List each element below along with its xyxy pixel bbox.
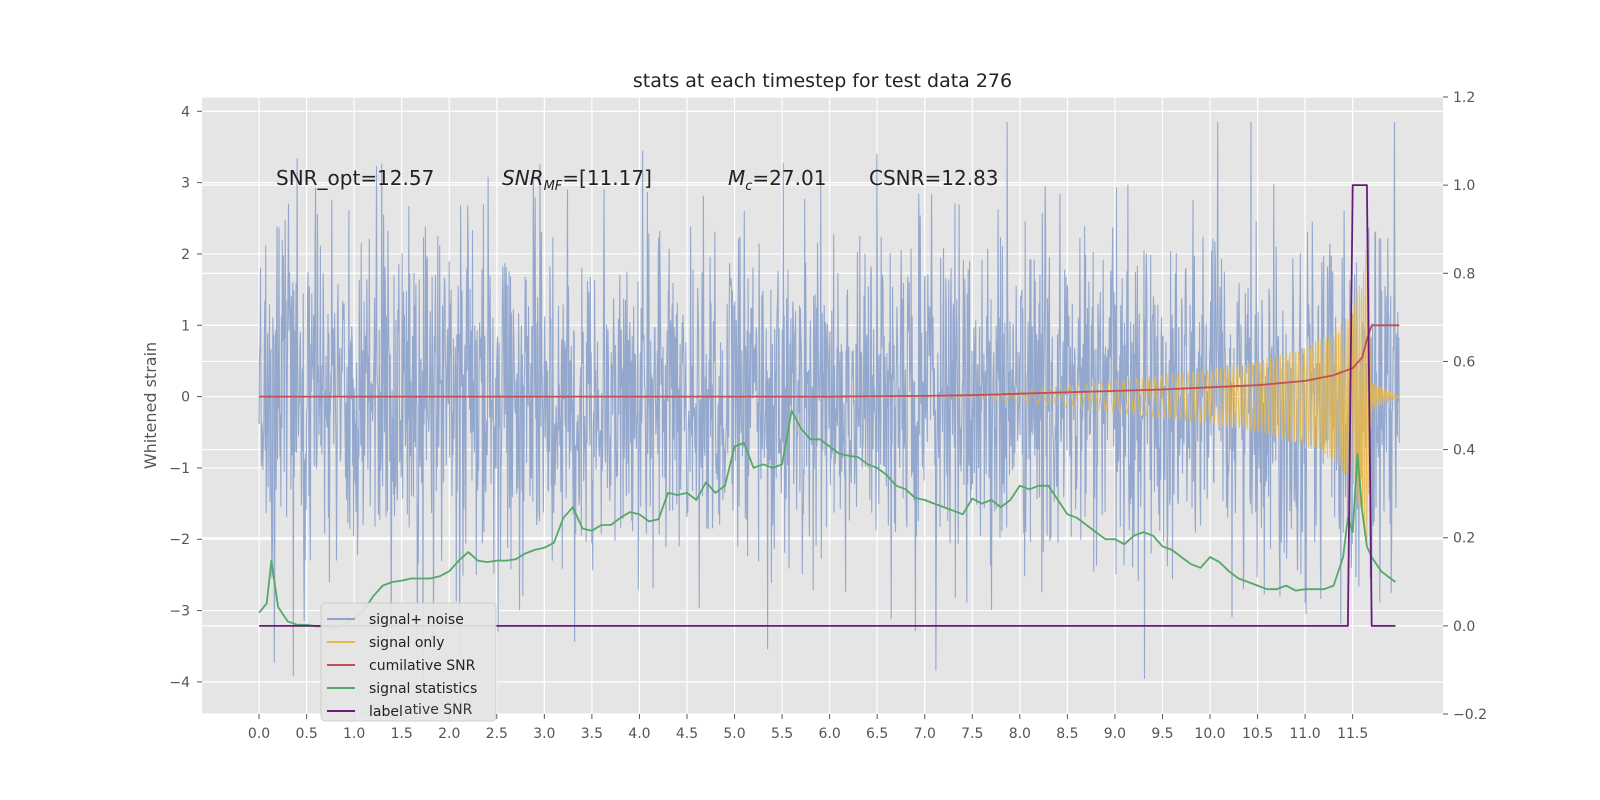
y-axis-left: −4 −3 −2 −1 0 1 2 3 4 bbox=[169, 104, 202, 691]
annotation-csnr: CSNR=12.83 bbox=[869, 166, 999, 190]
x-tick-label: 8.5 bbox=[1056, 726, 1078, 742]
annotation-snr-mf: SNRMF=[11.17] bbox=[502, 166, 652, 194]
y2-tick-label: 1.0 bbox=[1453, 178, 1475, 194]
y2-tick-label: 0.6 bbox=[1453, 354, 1475, 370]
x-tick-label: 7.5 bbox=[961, 726, 983, 742]
y-tick-label: 4 bbox=[181, 104, 190, 120]
y-tick-label: 0 bbox=[181, 390, 190, 406]
y2-tick-label: 0.0 bbox=[1453, 619, 1475, 635]
legend-entry-signal-noise: signal+ noise bbox=[327, 612, 464, 628]
x-tick-label: 8.0 bbox=[1009, 726, 1031, 742]
x-tick-label: 6.0 bbox=[818, 726, 840, 742]
legend-label: signal only bbox=[369, 635, 444, 651]
y-tick-label: −2 bbox=[169, 532, 190, 548]
line-series bbox=[258, 184, 1400, 630]
x-tick-label: 1.5 bbox=[391, 726, 413, 742]
x-tick-label: 11.0 bbox=[1290, 726, 1321, 742]
legend-label-mask bbox=[361, 699, 405, 717]
chart-title: stats at each timestep for test data 276 bbox=[633, 70, 1012, 92]
x-tick-label: 1.0 bbox=[343, 726, 365, 742]
x-tick-label: 10.5 bbox=[1242, 726, 1273, 742]
y-tick-label: 2 bbox=[181, 247, 190, 263]
x-tick-label: 0.0 bbox=[248, 726, 270, 742]
x-tick-label: 5.5 bbox=[771, 726, 793, 742]
cumulative-snr-line bbox=[259, 324, 1400, 398]
x-tick-label: 0.5 bbox=[295, 726, 317, 742]
x-axis: 0.0 0.5 1.0 1.5 2.0 2.5 3.0 3.5 4.0 4.5 5.0 5.5 6.0 6… bbox=[248, 714, 1368, 742]
signal-statistics-line bbox=[258, 409, 1397, 630]
label-line bbox=[259, 184, 1396, 627]
x-tick-label: 4.0 bbox=[628, 726, 650, 742]
y-tick-label: −1 bbox=[169, 461, 190, 477]
y2-tick-label: 0.8 bbox=[1453, 266, 1475, 282]
legend-entry-label: label bbox=[327, 699, 405, 720]
x-tick-label: 2.5 bbox=[486, 726, 508, 742]
plot-series bbox=[258, 121, 1400, 682]
x-tick-label: 9.0 bbox=[1104, 726, 1126, 742]
legend-label: label bbox=[369, 704, 403, 720]
y2-tick-label: 1.2 bbox=[1453, 90, 1475, 106]
x-tick-label: 3.0 bbox=[533, 726, 555, 742]
y-tick-label: 1 bbox=[181, 318, 190, 334]
legend-entry-signal-statistics: signal statistics bbox=[327, 681, 477, 697]
y2-tick-label: 0.4 bbox=[1453, 443, 1475, 459]
y-tick-label: 3 bbox=[181, 176, 190, 192]
x-tick-label: 9.5 bbox=[1151, 726, 1173, 742]
x-tick-label: 5.0 bbox=[723, 726, 745, 742]
annotation-snr-opt: SNR_opt=12.57 bbox=[276, 166, 434, 190]
annotations: SNR_opt=12.57 SNRMF=[11.17] Mc=27.01 CSNR=1… bbox=[276, 166, 999, 194]
y-axis-label: Whitened strain bbox=[141, 342, 160, 469]
x-tick-label: 2.0 bbox=[438, 726, 460, 742]
x-tick-label: 6.5 bbox=[866, 726, 888, 742]
legend-entry-cumulative-snr: cumilative SNR bbox=[327, 658, 476, 674]
annotation-mc: Mc=27.01 bbox=[728, 166, 826, 194]
y-tick-label: −3 bbox=[169, 604, 190, 620]
x-tick-label: 10.0 bbox=[1194, 726, 1225, 742]
legend-label: signal statistics bbox=[369, 681, 477, 697]
x-tick-label: 7.0 bbox=[914, 726, 936, 742]
x-tick-label: 11.5 bbox=[1337, 726, 1368, 742]
y2-tick-label: −0.2 bbox=[1453, 707, 1487, 723]
x-tick-label: 3.5 bbox=[581, 726, 603, 742]
x-tick-label: 4.5 bbox=[676, 726, 698, 742]
y-tick-label: −4 bbox=[169, 675, 190, 691]
y2-tick-label: 0.2 bbox=[1453, 531, 1475, 547]
legend-label: cumilative SNR bbox=[369, 658, 476, 674]
legend-box bbox=[320, 602, 497, 722]
y-axis-right: −0.2 0.0 0.2 0.4 0.6 0.8 1.0 1.2 bbox=[1443, 90, 1487, 723]
legend-entry-signal-only: signal only bbox=[327, 635, 444, 651]
legend-label: signal+ noise bbox=[369, 612, 464, 628]
